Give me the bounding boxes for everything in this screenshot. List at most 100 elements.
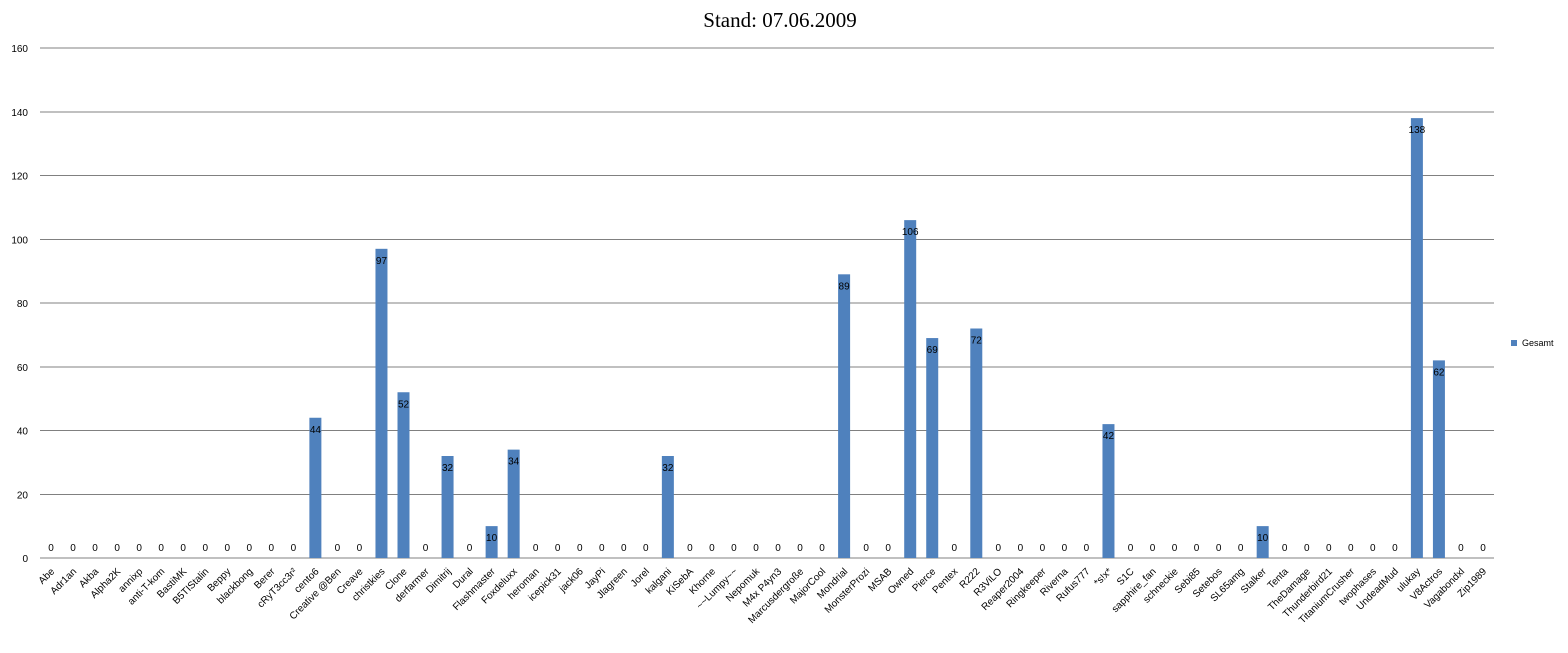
data-label: 0 [709, 543, 715, 554]
data-label: 0 [643, 543, 649, 554]
data-label: 0 [1326, 543, 1332, 554]
data-label: 0 [423, 543, 429, 554]
data-label: 0 [291, 543, 297, 554]
data-labels: 0 0 0 0 0 0 0 0 0 0 0 0 44 0 0 97 52 0 32 0 10 34 0 0 0 0 0 0 32 0 0 0 0… [48, 125, 1486, 554]
data-label: 44 [310, 425, 322, 436]
data-label: 0 [1150, 543, 1156, 554]
bar [507, 449, 520, 558]
data-label: 34 [508, 457, 520, 468]
data-label: 138 [1409, 125, 1426, 136]
x-tick-label: *s!x* [1092, 566, 1114, 588]
chart-title: Stand: 07.06.2009 [703, 8, 857, 32]
data-label: 0 [621, 543, 627, 554]
data-label: 0 [92, 543, 98, 554]
data-label: 0 [70, 543, 76, 554]
data-label: 0 [731, 543, 737, 554]
data-label: 0 [1370, 543, 1376, 554]
data-label: 0 [1062, 543, 1068, 554]
data-label: 0 [335, 543, 341, 554]
data-label: 0 [1304, 543, 1310, 554]
x-tick-label: Pentex [931, 566, 961, 596]
data-label: 0 [1282, 543, 1288, 554]
gridlines [40, 47, 1494, 559]
bar [1410, 118, 1423, 558]
data-label: 0 [467, 543, 473, 554]
y-tick-label: 100 [11, 235, 28, 246]
data-label: 69 [927, 345, 939, 356]
y-tick-label: 140 [11, 108, 28, 119]
data-label: 97 [376, 256, 388, 267]
bar [375, 248, 388, 558]
data-label: 0 [180, 543, 186, 554]
bar [838, 274, 851, 558]
data-label: 0 [224, 543, 230, 554]
bar [926, 338, 939, 558]
bar [397, 392, 410, 558]
bar [1102, 424, 1115, 558]
data-label: 0 [247, 543, 253, 554]
data-label: 0 [269, 543, 275, 554]
data-label: 0 [996, 543, 1002, 554]
data-label: 0 [1480, 543, 1486, 554]
legend: Gesamt [1511, 336, 1554, 350]
data-label: 89 [839, 281, 851, 292]
bar [1432, 360, 1445, 558]
y-tick-label: 120 [11, 172, 28, 183]
data-label: 0 [951, 543, 957, 554]
data-label: 0 [1172, 543, 1178, 554]
y-tick-label: 20 [17, 490, 29, 501]
y-tick-label: 60 [17, 363, 29, 374]
data-label: 42 [1103, 431, 1115, 442]
data-label: 0 [599, 543, 605, 554]
data-label: 0 [202, 543, 208, 554]
data-label: 0 [158, 543, 164, 554]
data-label: 0 [533, 543, 539, 554]
data-label: 52 [398, 399, 410, 410]
data-label: 0 [1084, 543, 1090, 554]
data-label: 0 [555, 543, 561, 554]
data-label: 10 [1257, 533, 1269, 544]
x-tick-label: jack06 [557, 566, 586, 595]
bar [485, 526, 498, 558]
bar [441, 456, 454, 558]
data-label: 0 [1040, 543, 1046, 554]
data-label: 0 [1216, 543, 1222, 554]
bar [904, 220, 917, 558]
y-tick-label: 40 [17, 427, 29, 438]
data-label: 10 [486, 533, 498, 544]
data-label: 0 [1128, 543, 1134, 554]
data-label: 0 [357, 543, 363, 554]
data-label: 0 [1458, 543, 1464, 554]
legend-swatch [1511, 340, 1517, 346]
data-label: 0 [1018, 543, 1024, 554]
y-tick-label: 80 [17, 299, 29, 310]
bar [661, 456, 674, 558]
data-label: 0 [885, 543, 891, 554]
data-label: 32 [442, 463, 454, 474]
data-label: 0 [136, 543, 142, 554]
data-label: 106 [902, 227, 919, 238]
x-axis-categories: AbeAdr1anAkbaAlpha2Kannixpanti-T-komBast… [37, 566, 1490, 626]
data-label: 0 [1392, 543, 1398, 554]
data-label: 0 [1348, 543, 1354, 554]
y-tick-label: 0 [22, 554, 28, 565]
data-label: 0 [114, 543, 120, 554]
data-label: 0 [687, 543, 693, 554]
data-label: 0 [775, 543, 781, 554]
data-label: 0 [1238, 543, 1244, 554]
y-tick-label: 160 [11, 44, 28, 55]
legend-label: Gesamt [1522, 338, 1554, 348]
data-label: 0 [48, 543, 54, 554]
x-tick-label: Dimitrij [424, 566, 453, 595]
bar [309, 417, 322, 558]
data-label: 0 [819, 543, 825, 554]
data-label: 0 [1194, 543, 1200, 554]
data-label: 0 [577, 543, 583, 554]
data-label: 62 [1433, 367, 1445, 378]
data-label: 32 [662, 463, 674, 474]
data-label: 0 [753, 543, 759, 554]
x-tick-label: Stalker [1239, 566, 1269, 596]
bar [1256, 526, 1269, 558]
